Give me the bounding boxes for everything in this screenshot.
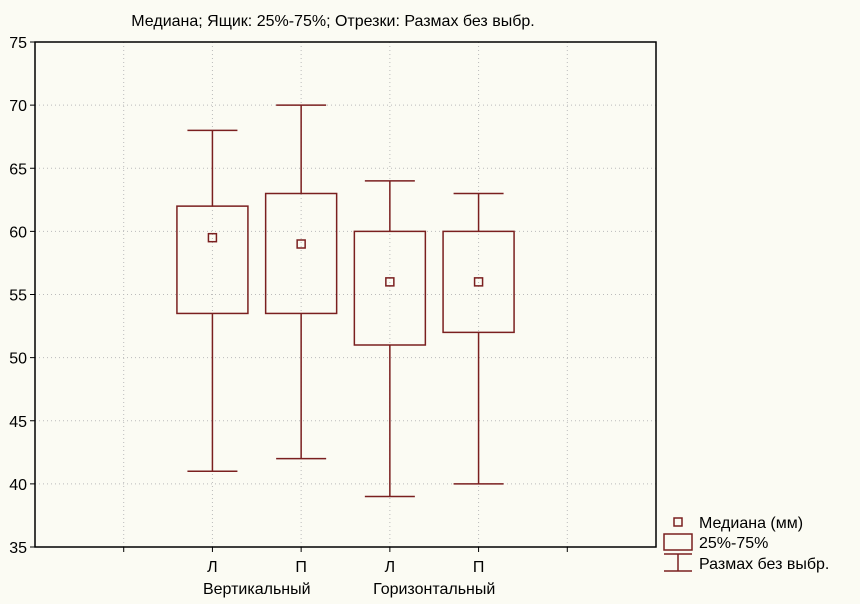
box-series: [176, 104, 515, 498]
y-tick-label: 50: [9, 351, 27, 368]
box-group: [264, 104, 338, 460]
median-marker: [473, 277, 484, 287]
legend-median-swatch: [673, 517, 683, 527]
box-group: [353, 180, 427, 498]
legend: Медиана (мм) 25%-75% Размах без выбр.: [663, 515, 829, 573]
legend-box-swatch: [663, 533, 693, 551]
x-group-label: Вертикальный: [203, 581, 311, 598]
x-tick-label: Л: [385, 559, 396, 576]
y-tick-label: 65: [9, 161, 27, 178]
plot-frame: [34, 41, 657, 548]
x-tick-label: Л: [207, 559, 218, 576]
iqr-box: [442, 230, 515, 334]
iqr-box: [353, 230, 427, 346]
median-marker: [385, 277, 395, 287]
legend-label: Размах без выбр.: [699, 556, 829, 573]
x-tick-label: П: [473, 559, 485, 576]
box-group: [176, 129, 249, 472]
y-axis: 35 40 45 50 55 60 65 70 75: [9, 35, 35, 557]
y-tick-label: 70: [9, 98, 27, 115]
box-group: [442, 192, 515, 485]
y-tick-label: 55: [9, 288, 27, 305]
median-marker: [207, 232, 218, 243]
y-tick-label: 35: [9, 540, 27, 557]
y-tick-label: 75: [9, 35, 27, 52]
y-tick-label: 60: [9, 224, 27, 241]
x-tick-label: П: [295, 559, 307, 576]
chart-title: Медиана; Ящик: 25%-75%; Отрезки: Размах …: [131, 13, 534, 30]
iqr-box: [176, 205, 249, 315]
x-group-label: Горизонтальный: [373, 581, 495, 598]
x-axis: Л П Л П Вертикальный Горизонтальный: [123, 547, 568, 598]
legend-label: Медиана (мм): [699, 515, 803, 532]
y-tick-label: 40: [9, 477, 27, 494]
iqr-box: [264, 192, 338, 315]
y-tick-label: 45: [9, 414, 27, 431]
legend-label: 25%-75%: [699, 535, 768, 552]
grid-lines: [35, 42, 656, 547]
median-marker: [296, 239, 306, 249]
